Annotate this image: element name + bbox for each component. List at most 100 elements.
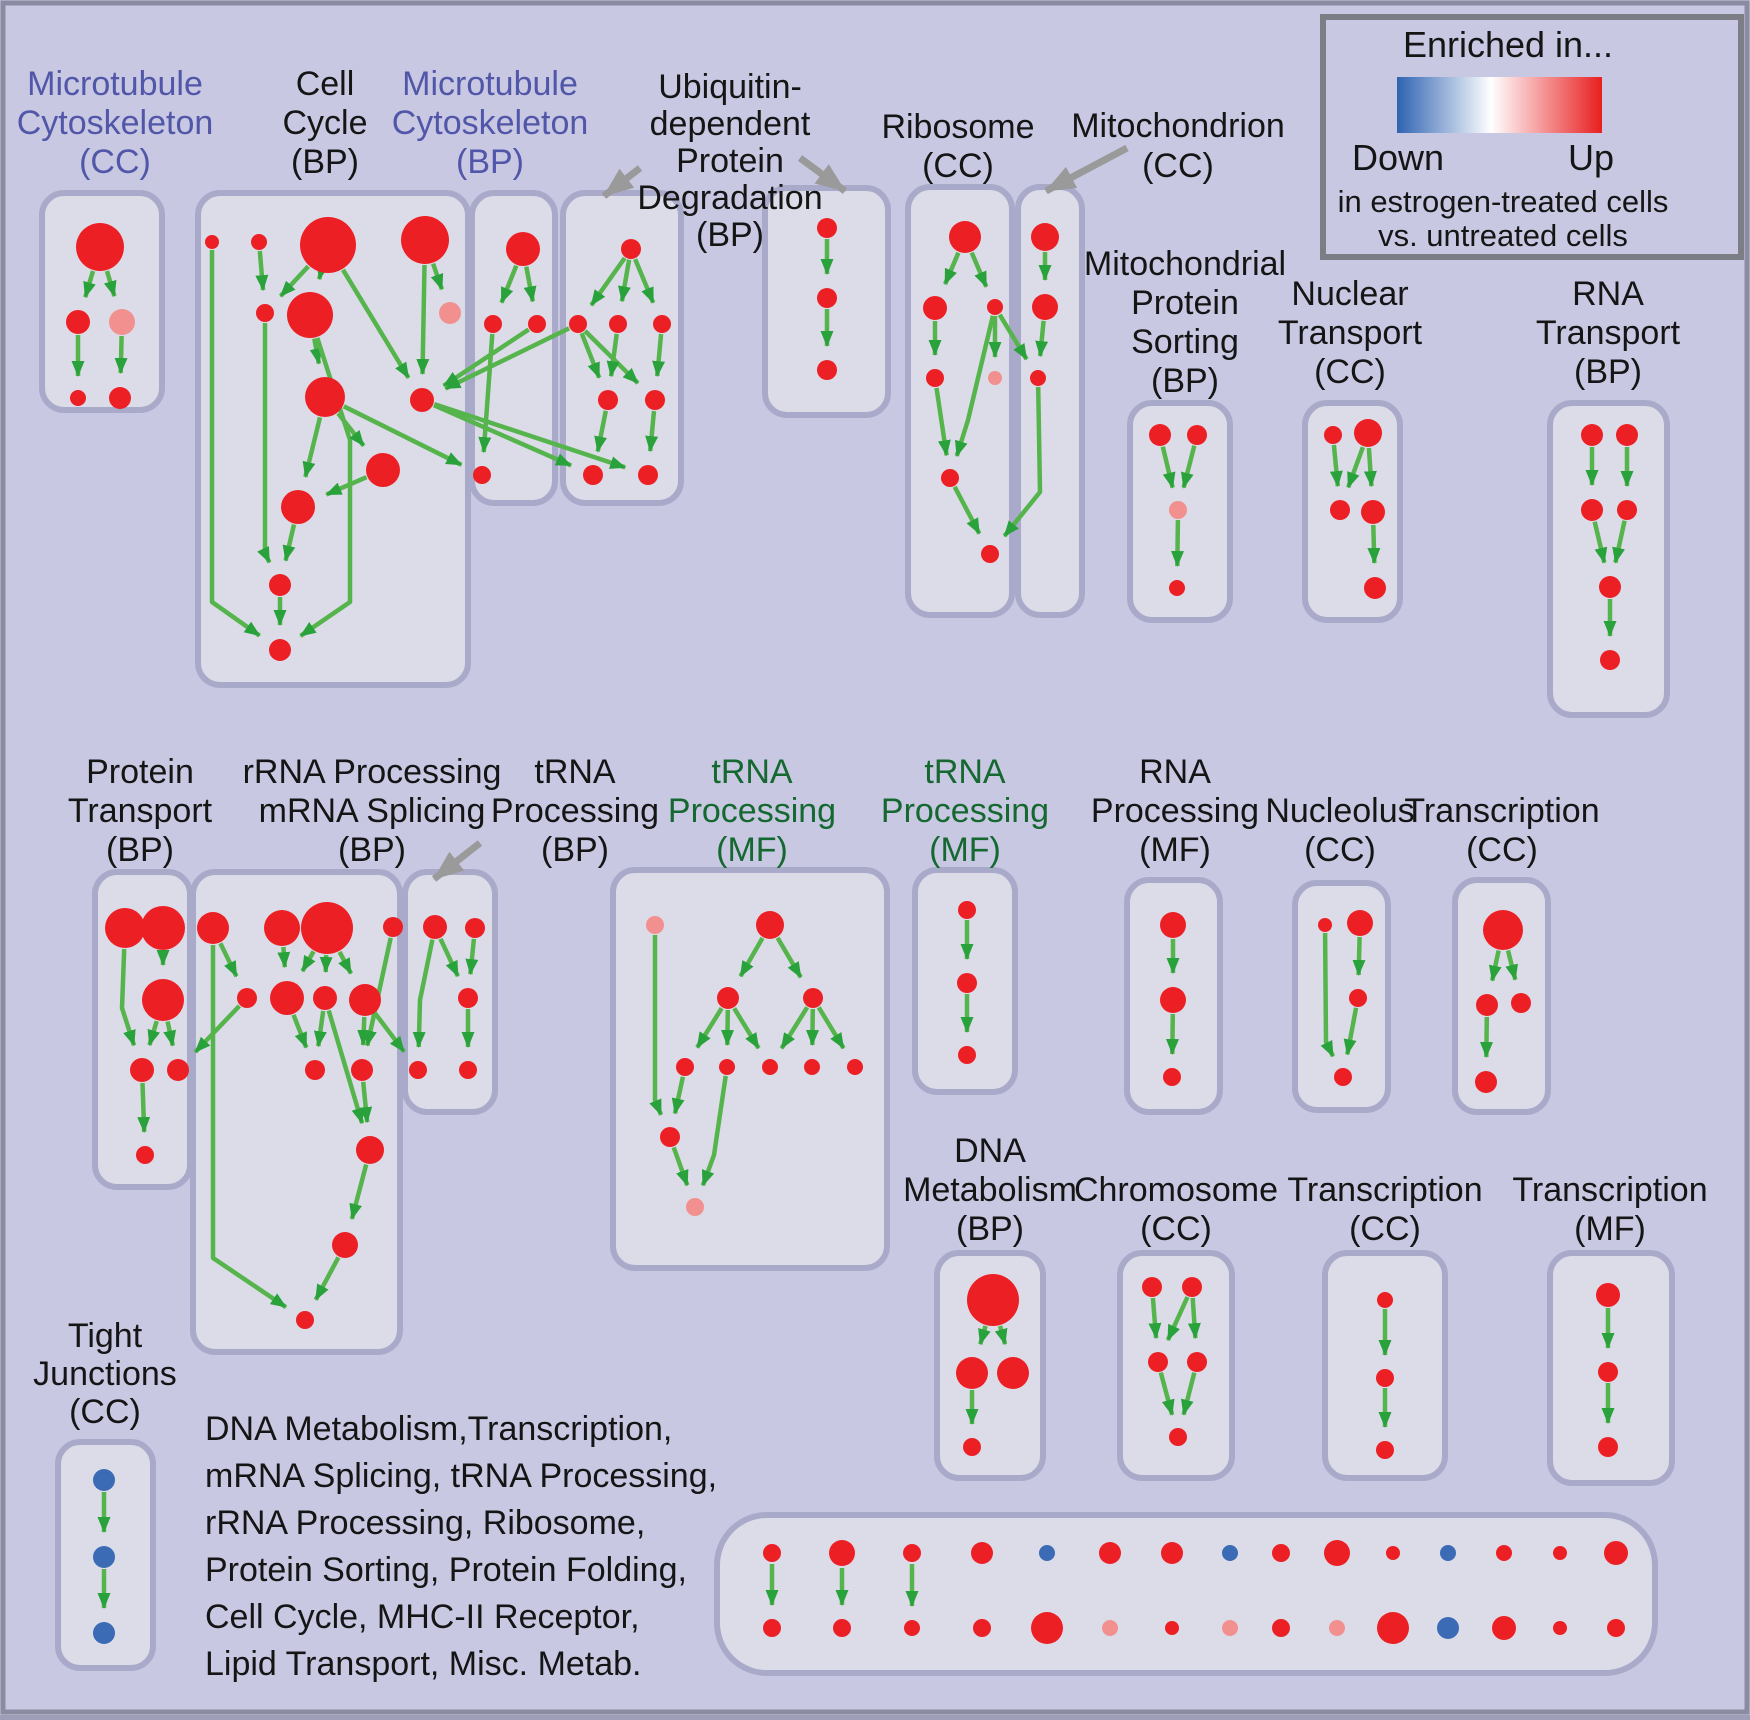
go-term-node-chromosome-cc-4 xyxy=(1169,1428,1187,1446)
edge-arrow xyxy=(337,950,353,975)
nodes-layer xyxy=(66,216,1638,1644)
cluster-label-line: Cytoskeleton xyxy=(392,104,589,142)
cluster-box-chromosome-cc xyxy=(1117,1250,1235,1481)
cluster-label-line: (BP) xyxy=(541,831,609,869)
edge-arrow xyxy=(1329,444,1343,488)
go-term-node-trna-processing-bp-1 xyxy=(465,918,485,938)
edge-arrow xyxy=(1592,521,1608,564)
cluster-label-line: (BP) xyxy=(291,143,359,181)
edge-arrow xyxy=(465,938,479,976)
cluster-label-line: Nucleolus xyxy=(1265,792,1414,830)
go-term-node-trna-processing-bp-4 xyxy=(459,1061,477,1079)
cluster-label-line: Microtubule xyxy=(27,65,203,103)
edge-arrow xyxy=(579,332,602,379)
go-term-node-transcription-cc-lower-0 xyxy=(1377,1292,1393,1308)
go-term-node-protein-transport-bp-5 xyxy=(136,1146,154,1164)
edge-arrow xyxy=(523,266,537,303)
go-term-node-nuclear-transport-cc-1 xyxy=(1354,419,1382,447)
edge-arrow xyxy=(147,1020,161,1047)
go-term-node-transcription-cc-upper-0 xyxy=(1483,910,1523,950)
cluster-label-line: (CC) xyxy=(1314,353,1386,391)
go-term-node-trna-processing-mf-1-7 xyxy=(804,1059,820,1075)
go-term-node-dna-metabolism-bp-2 xyxy=(997,1357,1029,1389)
go-term-node-trna-processing-bp-3 xyxy=(409,1061,427,1079)
edge-arrow xyxy=(319,954,333,973)
edge-arrow xyxy=(645,410,659,453)
edge-arrow xyxy=(1035,320,1049,358)
cluster-label-line: Tight xyxy=(68,1317,143,1355)
edge-arrow xyxy=(1160,446,1176,489)
cluster-box-microtubule-cytoskeleton-cc xyxy=(39,190,165,413)
edge-arrow xyxy=(1363,447,1377,488)
cluster-label-line: Nuclear xyxy=(1291,275,1408,313)
go-term-node-trna-processing-mf-1-6 xyxy=(762,1059,778,1075)
go-term-node-mitochondrial-protein-sorting-bp-2 xyxy=(1169,501,1187,519)
edge-arrow xyxy=(652,333,666,378)
cluster-label-line: Mitochondrial xyxy=(1084,245,1286,283)
edge-arrow xyxy=(1181,1372,1197,1416)
misc-node-bottom-6 xyxy=(1165,1621,1179,1635)
go-term-node-ribosome-cc-1 xyxy=(923,296,947,320)
go-term-node-rrna-processing-mrna-splicing-bp-10 xyxy=(356,1136,384,1164)
misc-node-top-5 xyxy=(1099,1542,1121,1564)
misc-node-bottom-4 xyxy=(1031,1612,1063,1644)
misc-node-bottom-13 xyxy=(1553,1621,1567,1635)
misc-node-bottom-14 xyxy=(1607,1619,1625,1637)
go-term-node-ubiquitin-dependent-protein-degradation-bp-3 xyxy=(653,315,671,333)
go-term-node-cell-cycle-bp-8 xyxy=(410,388,434,412)
edge-arrow xyxy=(732,1007,761,1050)
go-term-node-rrna-processing-mrna-splicing-bp-7 xyxy=(349,984,381,1016)
go-term-node-chromosome-cc-0 xyxy=(1142,1277,1162,1297)
cluster-box-mitochondrion-cc xyxy=(1015,184,1085,618)
go-term-node-ubiquitin-dependent-protein-degradation-bp-0 xyxy=(621,239,641,259)
edge-arrow xyxy=(119,948,137,1047)
cluster-label-line: Processing xyxy=(668,792,836,830)
go-term-node-ribosome-cc-0 xyxy=(949,221,981,253)
go-term-node-nucleolus-cc-0 xyxy=(1318,918,1332,932)
cluster-label-line: tRNA xyxy=(924,753,1006,791)
edge-arrow xyxy=(137,1082,151,1133)
edge-arrow xyxy=(103,270,117,298)
edge-arrow xyxy=(649,935,664,1116)
go-term-node-trna-processing-mf-1-2 xyxy=(717,987,739,1009)
misc-node-bottom-11 xyxy=(1437,1617,1459,1639)
misc-node-bottom-1 xyxy=(833,1619,851,1637)
go-term-node-cell-cycle-bp-4 xyxy=(256,304,274,322)
edge-arrow xyxy=(594,410,609,453)
cluster-label-line: Ribosome xyxy=(881,108,1034,146)
edge-arrow xyxy=(738,936,765,978)
edge-arrow xyxy=(775,936,803,979)
go-term-node-trna-processing-bp-0 xyxy=(423,915,447,939)
cluster-label-line: (BP) xyxy=(456,143,524,181)
go-term-node-trna-processing-mf-1-0 xyxy=(646,916,664,934)
edge-arrow xyxy=(349,1163,369,1220)
edge-arrow xyxy=(316,263,330,281)
cluster-label-line: DNA xyxy=(954,1132,1026,1170)
cluster-label-line: RNA xyxy=(1572,275,1644,313)
go-term-node-rna-transport-bp-4 xyxy=(1599,576,1621,598)
cluster-box-ubiquitin-dependent-protein-degradation-bp xyxy=(560,190,684,506)
edge-arrow xyxy=(1320,932,1336,1058)
go-term-node-nucleolus-cc-1 xyxy=(1347,910,1373,936)
legend: Enriched in... Down Up in estrogen-treated … xyxy=(1320,14,1744,260)
cluster-label-line: (BP) xyxy=(956,1210,1024,1248)
misc-node-bottom-7 xyxy=(1222,1620,1238,1636)
go-term-node-ubiquitin-dependent-protein-degradation-bp-6 xyxy=(583,465,603,485)
edge-arrow xyxy=(954,315,996,457)
go-term-node-chromosome-cc-2 xyxy=(1148,1352,1168,1372)
go-term-node-protein-transport-bp-0 xyxy=(105,908,145,948)
cluster-label-line: Transcription xyxy=(1512,1171,1707,1209)
misc-node-top-9 xyxy=(1324,1540,1350,1566)
cluster-box-miscellaneous xyxy=(714,1512,1658,1676)
misc-node-top-2 xyxy=(903,1544,921,1562)
go-term-node-microtubule-cytoskeleton-bp-2 xyxy=(528,315,546,333)
legend-box xyxy=(1320,14,1744,260)
go-term-node-nuclear-transport-cc-2 xyxy=(1330,500,1350,520)
edge-arrow xyxy=(671,1076,686,1115)
label-pointer-arrow-0 xyxy=(601,165,643,199)
go-term-node-microtubule-cytoskeleton-bp-0 xyxy=(506,232,540,266)
go-term-node-protein-transport-bp-2 xyxy=(142,979,184,1021)
go-term-node-nuclear-transport-cc-0 xyxy=(1324,426,1342,444)
misc-category-list-line: rRNA Processing, Ribosome, xyxy=(205,1504,645,1542)
cluster-label-line: (CC) xyxy=(1466,831,1538,869)
